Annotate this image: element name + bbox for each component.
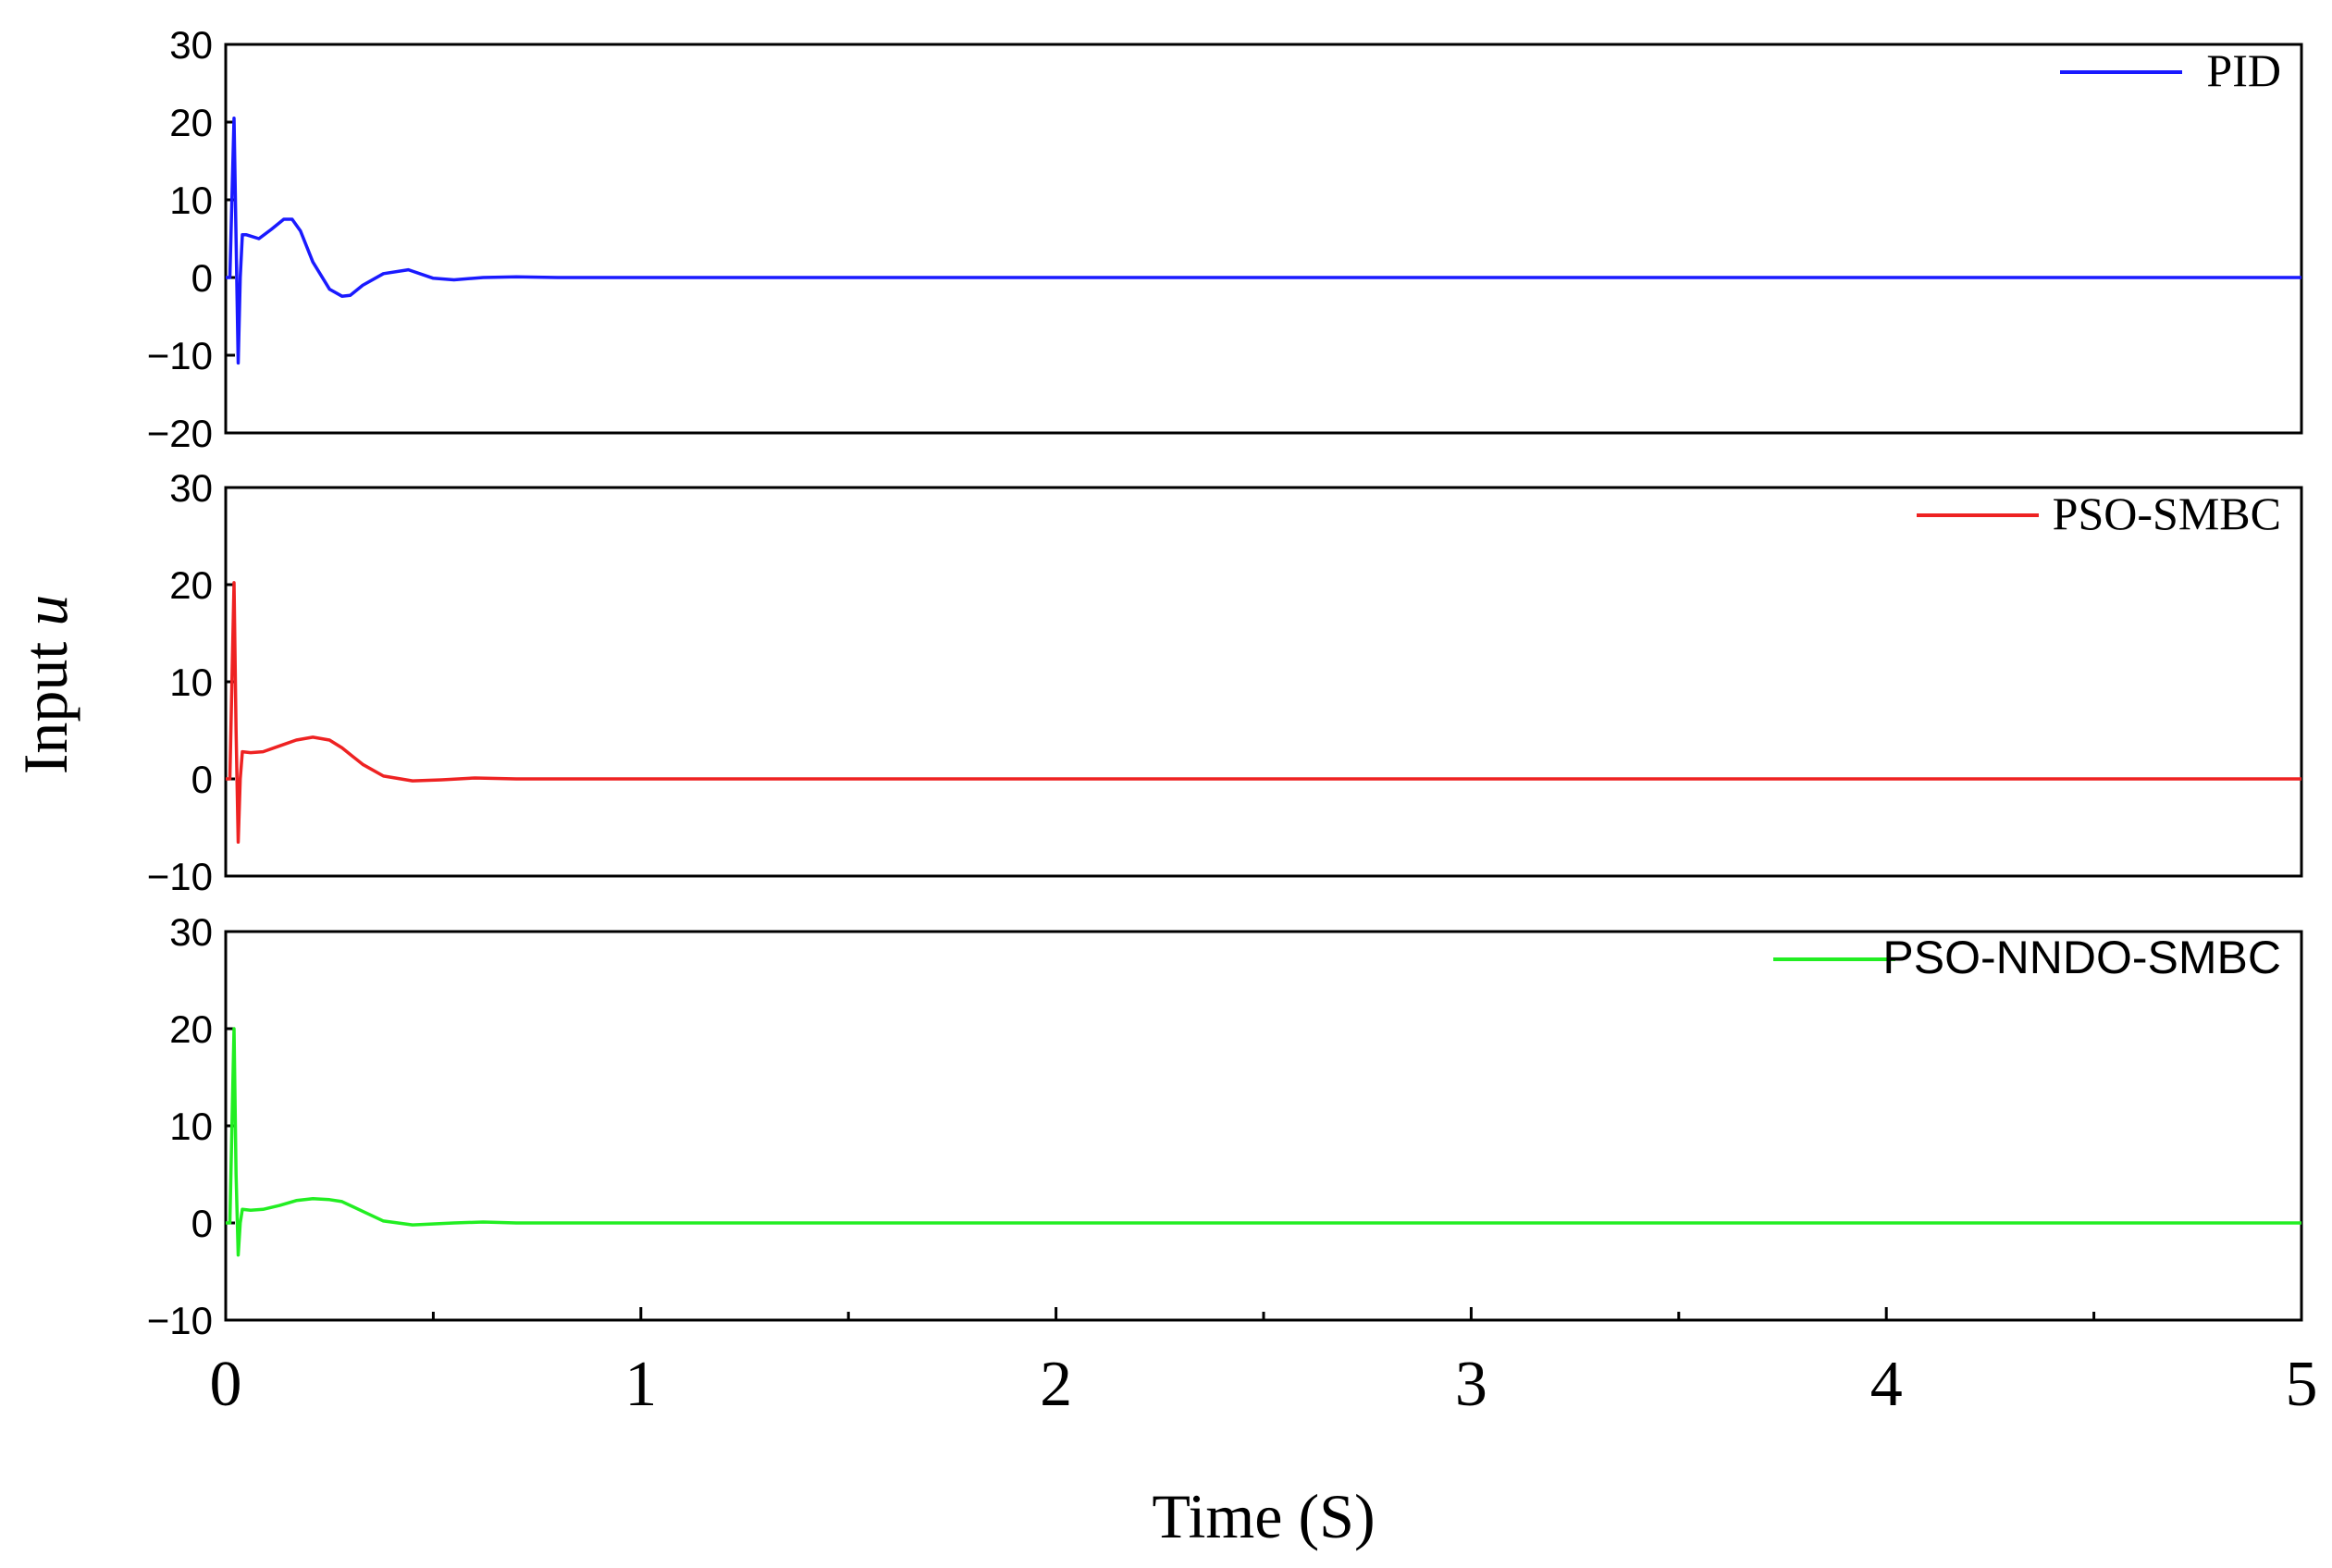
top-series-line — [226, 117, 2301, 365]
middle-y-tick-label: 10 — [169, 661, 213, 704]
bottom-y-tick-label: 10 — [169, 1105, 213, 1148]
panels-group: −20 −10 0 10 20 30 PID −10 0 10 20 30 PSO-SMBC −10 0 10… — [147, 23, 2301, 1342]
middle-panel: −10 0 10 20 30 PSO-SMBC — [147, 466, 2301, 898]
bottom-y-tick-label: 0 — [191, 1202, 213, 1245]
middle-y-tick-label: 0 — [191, 758, 213, 801]
top-y-tick-label: 0 — [191, 256, 213, 300]
y-axis-title-variable: u — [10, 595, 80, 626]
x-tick-label: 4 — [1870, 1349, 1903, 1420]
y-axis-title: Input u — [10, 595, 80, 775]
top-y-tick-label: −20 — [147, 412, 213, 455]
x-tick-label: 5 — [2286, 1349, 2318, 1420]
top-panel: −20 −10 0 10 20 30 PID — [147, 23, 2301, 455]
middle-y-tick-label: 30 — [169, 466, 213, 510]
x-tick-label: 3 — [1455, 1349, 1487, 1420]
top-y-tick-label: 20 — [169, 101, 213, 144]
top-y-tick-label: −10 — [147, 334, 213, 377]
x-tick-label: 2 — [1040, 1349, 1072, 1420]
top-legend-label: PID — [2206, 44, 2281, 96]
x-tick-label: 0 — [210, 1349, 242, 1420]
top-y-tick-label: 10 — [169, 179, 213, 222]
x-axis-title: Time (S) — [1152, 1481, 1375, 1551]
bottom-panel: −10 0 10 20 30 PSO-NNDO-SMBC — [147, 910, 2301, 1342]
x-tick-label: 1 — [624, 1349, 657, 1420]
bottom-y-tick-label: −10 — [147, 1299, 213, 1342]
bottom-series-line — [226, 1027, 2301, 1257]
y-axis-title-prefix: Input — [10, 626, 80, 775]
top-panel-frame — [224, 43, 2303, 435]
bottom-y-tick-label: 20 — [169, 1007, 213, 1051]
middle-y-tick-label: −10 — [147, 855, 213, 898]
middle-legend-label: PSO-SMBC — [2053, 488, 2281, 539]
middle-series-line — [226, 581, 2301, 845]
bottom-y-tick-label: 30 — [169, 910, 213, 954]
x-axis: 0 1 2 3 4 5 — [210, 1307, 2318, 1420]
bottom-legend-label: PSO-NNDO-SMBC — [1882, 932, 2281, 983]
middle-y-tick-label: 20 — [169, 563, 213, 607]
top-y-tick-label: 30 — [169, 23, 213, 67]
